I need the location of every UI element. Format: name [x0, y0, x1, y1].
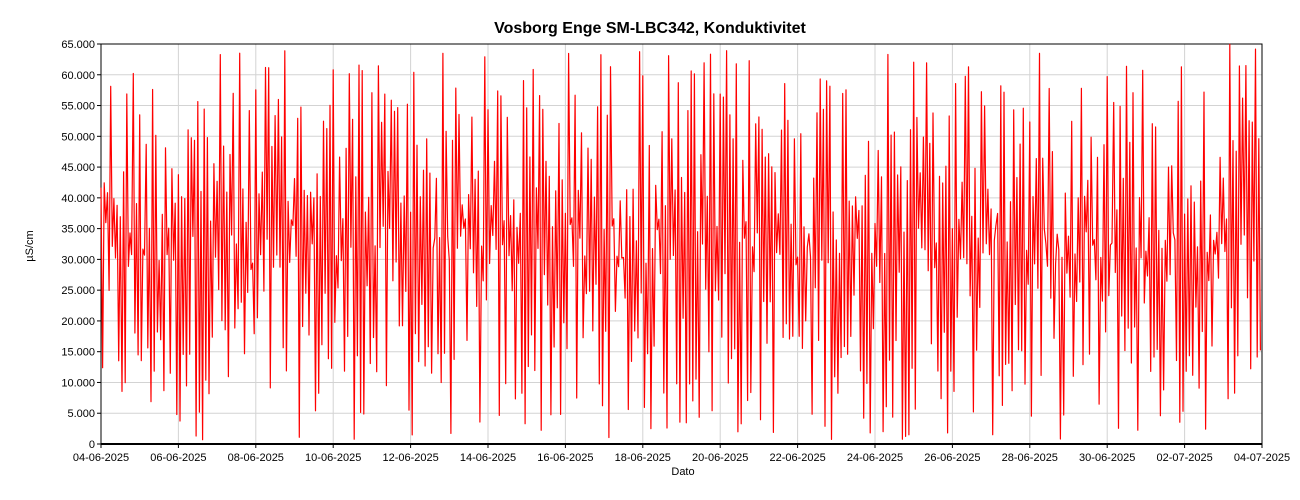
y-tick-label: 65.000 — [61, 39, 95, 51]
y-tick-label: 30.000 — [61, 254, 95, 266]
x-tick-label: 12-06-2025 — [382, 452, 438, 464]
chart-title: Vosborg Enge SM-LBC342, Konduktivitet — [494, 20, 806, 37]
y-tick-label: 25.000 — [61, 285, 95, 297]
x-tick-label: 28-06-2025 — [1002, 452, 1058, 464]
x-tick-label: 14-06-2025 — [460, 452, 516, 464]
x-tick-label: 16-06-2025 — [537, 452, 593, 464]
x-tick-label: 08-06-2025 — [228, 452, 284, 464]
x-tick-label: 26-06-2025 — [924, 452, 980, 464]
x-tick-label: 18-06-2025 — [615, 452, 671, 464]
y-tick-label: 60.000 — [61, 70, 95, 82]
y-tick-label: 0 — [89, 439, 95, 451]
x-tick-label: 24-06-2025 — [847, 452, 903, 464]
y-tick-label: 40.000 — [61, 193, 95, 205]
y-tick-label: 35.000 — [61, 224, 95, 236]
y-tick-label: 20.000 — [61, 316, 95, 328]
series-line — [100, 43, 1262, 441]
y-tick-label: 5.000 — [67, 408, 95, 420]
x-axis-label: Dato — [671, 466, 695, 478]
x-tick-label: 02-07-2025 — [1156, 452, 1212, 464]
x-tick-label: 04-07-2025 — [1234, 452, 1290, 464]
x-tick-label: 04-06-2025 — [73, 452, 129, 464]
x-tick-label: 22-06-2025 — [769, 452, 825, 464]
x-tick-label: 20-06-2025 — [692, 452, 748, 464]
y-tick-label: 15.000 — [61, 347, 95, 359]
y-tick-label: 55.000 — [61, 101, 95, 113]
x-tick-label: 06-06-2025 — [150, 452, 206, 464]
x-tick-label: 10-06-2025 — [305, 452, 361, 464]
y-tick-label: 50.000 — [61, 131, 95, 143]
y-tick-label: 10.000 — [61, 377, 95, 389]
x-tick-label: 30-06-2025 — [1079, 452, 1135, 464]
y-tick-label: 45.000 — [61, 162, 95, 174]
